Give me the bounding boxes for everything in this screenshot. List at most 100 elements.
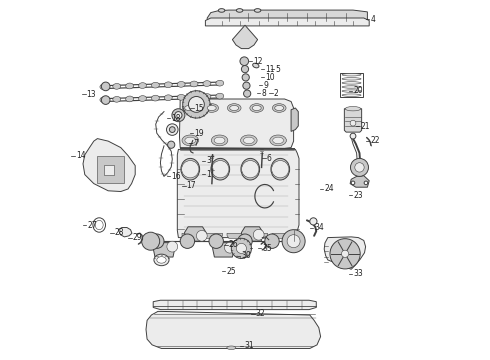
Text: 3: 3	[206, 156, 211, 165]
Circle shape	[253, 229, 264, 240]
Circle shape	[351, 181, 355, 185]
Ellipse shape	[177, 94, 185, 100]
Text: 25: 25	[226, 267, 236, 276]
Polygon shape	[179, 99, 294, 148]
Polygon shape	[205, 18, 369, 26]
Text: 9: 9	[263, 81, 268, 90]
Ellipse shape	[271, 158, 290, 180]
Ellipse shape	[211, 135, 228, 146]
Text: 33: 33	[353, 269, 363, 278]
Text: 15: 15	[195, 104, 204, 113]
Circle shape	[243, 82, 250, 89]
Circle shape	[101, 96, 110, 104]
Ellipse shape	[177, 81, 185, 87]
Ellipse shape	[125, 83, 134, 89]
Polygon shape	[177, 149, 299, 238]
Circle shape	[244, 90, 251, 97]
Text: 30: 30	[242, 251, 251, 260]
Text: 28: 28	[115, 228, 124, 237]
Polygon shape	[227, 233, 245, 238]
Polygon shape	[350, 176, 369, 187]
Text: 1: 1	[206, 170, 211, 179]
Ellipse shape	[164, 82, 172, 87]
Circle shape	[350, 158, 368, 176]
Circle shape	[149, 234, 164, 248]
Ellipse shape	[113, 96, 121, 102]
Circle shape	[212, 161, 229, 178]
Polygon shape	[182, 233, 200, 238]
Ellipse shape	[157, 257, 166, 263]
Text: 12: 12	[253, 57, 263, 66]
Text: 20: 20	[353, 86, 363, 95]
Text: 34: 34	[314, 223, 324, 232]
Ellipse shape	[241, 135, 257, 146]
Ellipse shape	[216, 93, 224, 99]
Polygon shape	[153, 243, 175, 257]
Bar	[341, 73, 363, 97]
Ellipse shape	[342, 82, 361, 84]
Text: 31: 31	[245, 341, 254, 350]
Circle shape	[330, 239, 360, 269]
Ellipse shape	[244, 137, 254, 144]
Circle shape	[231, 238, 251, 258]
Circle shape	[342, 250, 349, 257]
Circle shape	[350, 120, 356, 126]
Ellipse shape	[342, 73, 361, 76]
Circle shape	[240, 57, 248, 66]
Ellipse shape	[151, 95, 159, 101]
Circle shape	[167, 241, 178, 252]
Polygon shape	[232, 25, 258, 49]
Ellipse shape	[272, 104, 286, 112]
Text: 18: 18	[171, 114, 181, 122]
Ellipse shape	[139, 96, 147, 102]
Circle shape	[350, 133, 356, 139]
Ellipse shape	[270, 135, 286, 146]
Circle shape	[355, 163, 364, 172]
Text: 10: 10	[266, 73, 275, 82]
Polygon shape	[83, 139, 135, 192]
Polygon shape	[207, 10, 368, 22]
Text: 17: 17	[187, 181, 196, 190]
Text: 19: 19	[194, 129, 203, 138]
Circle shape	[310, 218, 317, 225]
Ellipse shape	[139, 83, 147, 89]
Circle shape	[167, 124, 178, 135]
Ellipse shape	[182, 104, 196, 112]
Ellipse shape	[203, 94, 211, 99]
Polygon shape	[272, 233, 290, 238]
Circle shape	[168, 141, 175, 148]
Polygon shape	[213, 243, 234, 257]
Polygon shape	[185, 227, 206, 241]
Text: 6: 6	[267, 154, 271, 163]
Ellipse shape	[95, 220, 103, 230]
Ellipse shape	[227, 104, 241, 112]
Circle shape	[175, 112, 182, 119]
Circle shape	[170, 127, 175, 132]
Ellipse shape	[151, 82, 159, 88]
Circle shape	[242, 74, 249, 81]
Ellipse shape	[190, 94, 198, 100]
Circle shape	[183, 91, 210, 118]
Polygon shape	[324, 237, 366, 269]
Polygon shape	[242, 227, 263, 241]
Circle shape	[196, 230, 207, 241]
Text: 26: 26	[229, 240, 239, 249]
Text: 22: 22	[370, 136, 380, 145]
Ellipse shape	[185, 105, 194, 111]
Circle shape	[265, 234, 279, 248]
Ellipse shape	[227, 346, 236, 350]
Ellipse shape	[254, 9, 261, 12]
Ellipse shape	[182, 135, 198, 146]
Circle shape	[364, 181, 368, 185]
Ellipse shape	[190, 81, 198, 87]
Circle shape	[209, 234, 223, 248]
Circle shape	[236, 243, 246, 253]
Circle shape	[224, 242, 235, 253]
Ellipse shape	[342, 86, 361, 88]
Text: 8: 8	[262, 89, 266, 98]
Text: 13: 13	[87, 90, 96, 99]
Ellipse shape	[236, 9, 243, 12]
Ellipse shape	[345, 107, 361, 111]
Text: 32: 32	[256, 310, 266, 319]
Circle shape	[242, 66, 248, 73]
